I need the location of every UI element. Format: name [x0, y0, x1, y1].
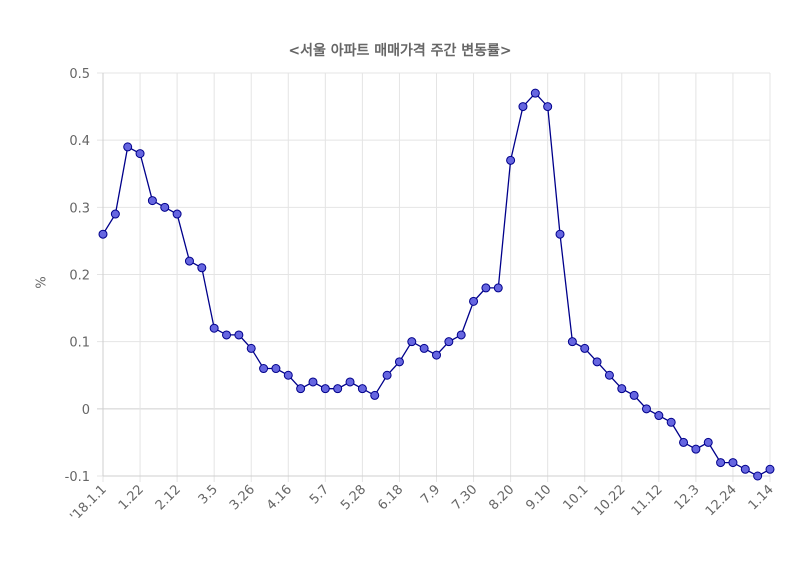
x-tick-label: 3.26 — [227, 482, 258, 513]
data-point — [333, 384, 343, 394]
data-point — [394, 357, 404, 367]
data-point — [123, 142, 133, 152]
data-point — [641, 404, 651, 414]
data-point — [271, 364, 281, 374]
data-point — [160, 202, 170, 212]
data-point — [506, 155, 516, 165]
data-point — [209, 323, 219, 333]
y-tick-label: 0.2 — [69, 269, 90, 284]
x-tick-label: 11.12 — [629, 482, 666, 519]
x-tick-label: 3.5 — [196, 482, 221, 507]
data-point — [518, 102, 528, 112]
data-point — [592, 357, 602, 367]
data-point — [357, 384, 367, 394]
data-point — [679, 437, 689, 447]
data-point — [432, 350, 441, 360]
y-tick-label: -0.1 — [65, 470, 90, 485]
y-tick-label: 0.4 — [69, 134, 90, 149]
data-point — [345, 377, 355, 387]
data-point — [543, 102, 553, 112]
data-point — [580, 343, 590, 353]
data-point — [259, 364, 269, 374]
data-point — [740, 464, 750, 474]
x-tick-label: '18.1.1 — [67, 482, 109, 524]
x-tick-label: 5.28 — [338, 482, 369, 513]
x-tick-label: 8.20 — [486, 482, 517, 513]
data-point — [567, 337, 577, 347]
y-tick-label: 0 — [82, 403, 90, 418]
data-point — [320, 384, 330, 394]
x-tick-label: 10.22 — [592, 482, 629, 519]
data-point — [481, 283, 491, 293]
data-point — [197, 263, 207, 273]
data-point — [419, 343, 429, 353]
data-point — [493, 283, 503, 293]
chart-title: <서울 아파트 매매가격 주간 변동률> — [288, 43, 512, 59]
data-point — [444, 337, 454, 347]
data-point — [604, 370, 614, 380]
y-tick-label: 0.5 — [69, 67, 90, 82]
data-point — [110, 209, 120, 219]
data-point — [691, 444, 701, 454]
data-point — [147, 196, 157, 206]
data-point — [234, 330, 244, 340]
data-point — [283, 370, 293, 380]
data-point — [617, 384, 627, 394]
x-tick-label: 7.30 — [449, 482, 480, 513]
x-tick-label: 1.22 — [116, 482, 147, 513]
data-point — [172, 209, 182, 219]
data-point — [666, 417, 676, 427]
data-point — [382, 370, 392, 380]
data-point — [456, 330, 466, 340]
data-point — [765, 464, 775, 474]
data-point — [184, 256, 194, 266]
data-point — [703, 437, 713, 447]
x-tick-label: 5.7 — [307, 482, 332, 507]
data-point — [716, 458, 726, 468]
data-point — [296, 384, 306, 394]
data-point — [654, 411, 664, 421]
y-tick-label: 0.1 — [69, 336, 90, 351]
data-point — [246, 343, 256, 353]
data-point — [753, 471, 763, 481]
data-point — [555, 229, 565, 239]
x-tick-label: 7.9 — [418, 482, 443, 507]
data-point — [407, 337, 417, 347]
x-tick-label: 1.14 — [746, 482, 777, 513]
x-tick-label: 6.18 — [375, 482, 406, 513]
x-tick-label: 2.12 — [153, 482, 184, 513]
data-point — [98, 229, 108, 239]
data-point — [469, 296, 479, 306]
data-point — [308, 377, 318, 387]
data-point — [135, 149, 145, 159]
x-tick-label: 9.10 — [523, 482, 554, 513]
y-tick-label: 0.3 — [69, 201, 90, 216]
x-tick-label: 12.3 — [672, 482, 703, 513]
x-tick-label: 12.24 — [703, 482, 740, 519]
x-tick-label: 4.16 — [264, 482, 295, 513]
data-point — [222, 330, 232, 340]
data-point — [530, 88, 540, 98]
data-point — [629, 390, 639, 400]
data-point — [728, 458, 738, 468]
x-tick-label: 10.1 — [560, 482, 591, 513]
data-point — [370, 390, 380, 400]
